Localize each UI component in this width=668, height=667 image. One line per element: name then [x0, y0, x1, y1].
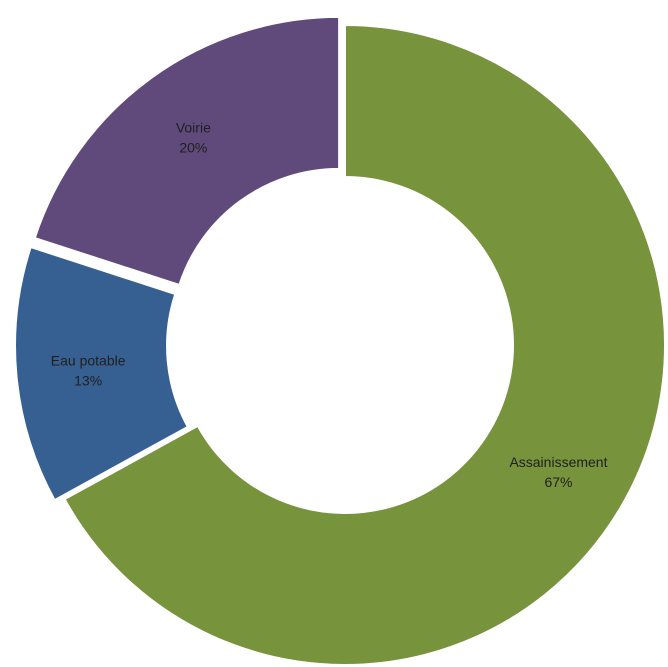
slice-value-eau-potable: 13% — [74, 372, 102, 388]
slice-label-voirie: Voirie — [176, 119, 211, 135]
slice-value-voirie: 20% — [179, 139, 207, 155]
slice-eau-potable — [14, 245, 190, 502]
slice-label-eau-potable: Eau potable — [51, 352, 126, 368]
slice-value-assainissement: 67% — [544, 474, 572, 490]
slice-assainissement — [63, 23, 666, 666]
slice-label-assainissement: Assainissement — [509, 454, 607, 470]
slice-voirie — [33, 15, 341, 287]
